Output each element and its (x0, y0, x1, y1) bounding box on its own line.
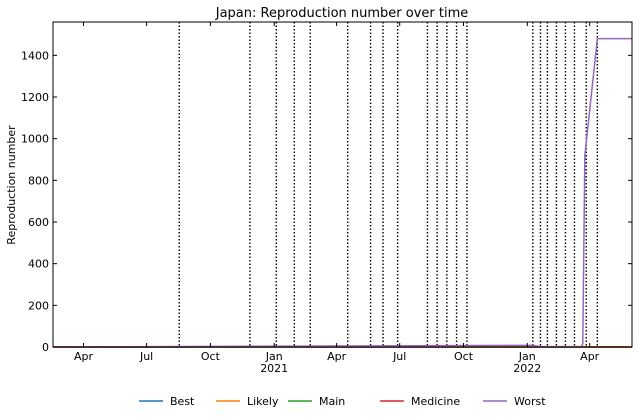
y-axis-label: Reproduction number (5, 125, 18, 245)
x-tick-label-2: Jul (139, 350, 153, 363)
x-tick-year-label-2022: 2022 (513, 362, 541, 375)
x-tick-label-6: Jul (392, 350, 406, 363)
legend-label-worst: Worst (514, 395, 546, 408)
y-tick-label-400: 400 (28, 258, 49, 271)
y-tick-label-800: 800 (28, 174, 49, 187)
x-tick-label-3: Oct (201, 350, 221, 363)
plot-frame (52, 21, 633, 348)
y-tick-label-200: 200 (28, 299, 49, 312)
legend-label-best: Best (170, 395, 195, 408)
legend-label-likely: Likely (247, 395, 279, 408)
x-tick-label-7: Oct (454, 350, 474, 363)
y-tick-label-1400: 1400 (21, 49, 49, 62)
legend: Best Likely Main Medicine Worst (139, 395, 546, 408)
chart-title: Japan: Reproduction number over time (215, 6, 469, 21)
legend-label-medicine: Medicine (411, 395, 460, 408)
y-tick-label-1000: 1000 (21, 133, 49, 146)
x-tick-year-label-2021: 2021 (260, 362, 288, 375)
x-tick-label-4: Jan (265, 350, 283, 363)
x-tick-label-5: Apr (327, 350, 347, 363)
vertical-marker-lines (178, 22, 599, 347)
series-lines (52, 37, 632, 348)
x-tick-label-9: Apr (580, 350, 600, 363)
x-tick-label-1: Apr (74, 350, 94, 363)
y-axis: 0 200 400 600 800 1000 1200 1400 (21, 49, 632, 354)
series-line-worst (52, 37, 632, 348)
legend-label-main: Main (319, 395, 345, 408)
y-tick-label-1200: 1200 (21, 91, 49, 104)
y-tick-label-0: 0 (42, 341, 49, 354)
y-tick-label-600: 600 (28, 216, 49, 229)
x-tick-label-8: Jan (518, 350, 536, 363)
